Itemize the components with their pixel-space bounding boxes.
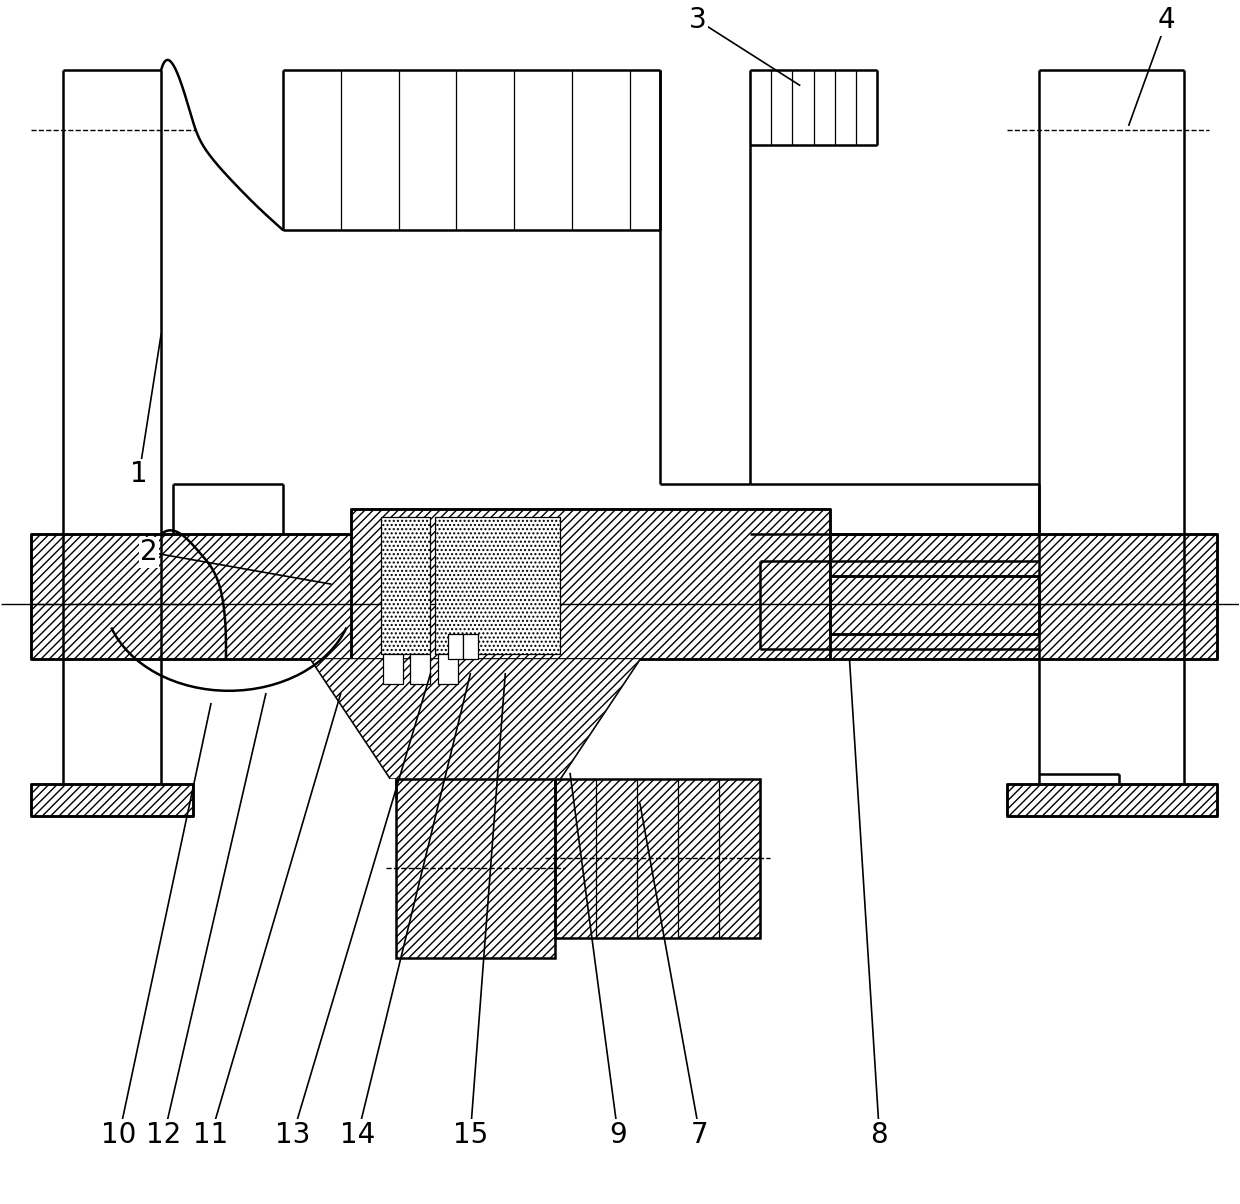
Bar — [31, 535, 351, 659]
Polygon shape — [311, 659, 640, 779]
Text: 2: 2 — [140, 538, 157, 566]
Bar — [381, 518, 430, 654]
Text: 13: 13 — [275, 1121, 310, 1149]
Bar — [31, 784, 193, 815]
Text: 8: 8 — [870, 1121, 888, 1149]
Bar — [830, 576, 1039, 635]
Bar — [830, 576, 1039, 635]
Bar — [464, 635, 479, 659]
Text: 11: 11 — [193, 1121, 228, 1149]
Bar — [396, 779, 556, 958]
Bar — [351, 509, 830, 659]
Text: 15: 15 — [453, 1121, 489, 1149]
Bar — [31, 784, 193, 815]
Bar — [1007, 784, 1216, 815]
Bar — [830, 535, 1216, 659]
Bar — [383, 654, 403, 684]
Bar — [556, 779, 760, 938]
Text: 12: 12 — [146, 1121, 182, 1149]
Bar — [1007, 784, 1216, 815]
Bar — [396, 779, 556, 958]
Bar — [439, 654, 459, 684]
Bar — [449, 635, 464, 659]
Text: 1: 1 — [130, 460, 148, 489]
Bar — [435, 518, 560, 654]
Bar — [31, 535, 351, 659]
Text: 7: 7 — [691, 1121, 708, 1149]
Bar — [351, 509, 830, 659]
Text: 14: 14 — [340, 1121, 376, 1149]
Text: 3: 3 — [689, 6, 707, 35]
Text: 9: 9 — [609, 1121, 627, 1149]
Text: 10: 10 — [102, 1121, 136, 1149]
Bar — [556, 779, 760, 938]
Text: 4: 4 — [1158, 6, 1176, 35]
Bar — [410, 654, 430, 684]
Bar — [830, 535, 1216, 659]
